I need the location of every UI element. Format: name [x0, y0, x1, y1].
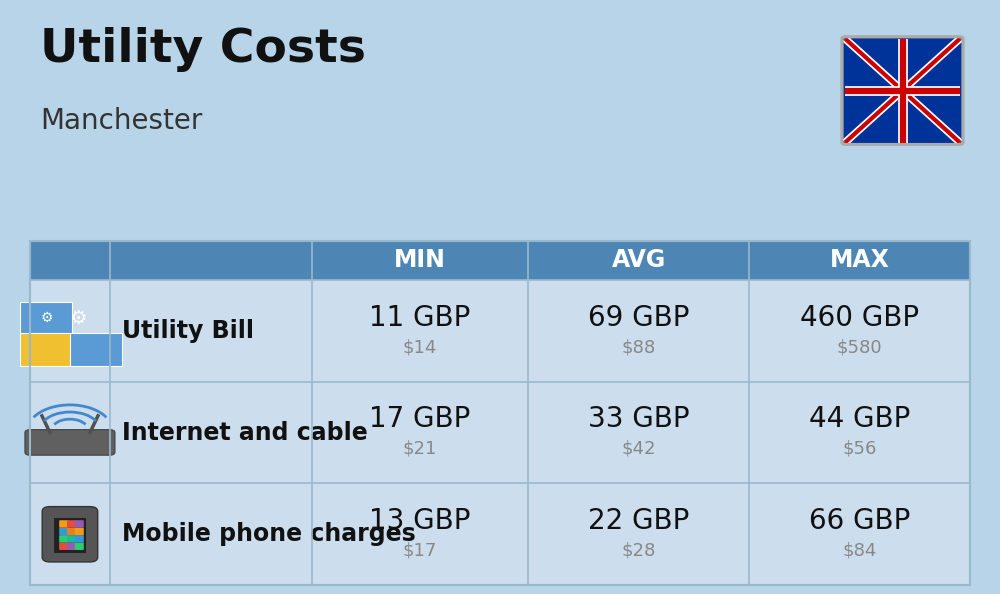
Text: Mobile phone charges: Mobile phone charges [122, 522, 416, 546]
FancyBboxPatch shape [67, 527, 76, 535]
Text: $56: $56 [842, 440, 877, 458]
Text: Utility Bill: Utility Bill [122, 319, 254, 343]
FancyBboxPatch shape [67, 535, 76, 542]
Text: 33 GBP: 33 GBP [588, 406, 689, 434]
Text: $88: $88 [622, 338, 656, 356]
FancyBboxPatch shape [70, 333, 122, 366]
Text: Utility Costs: Utility Costs [40, 27, 366, 72]
Text: $21: $21 [403, 440, 437, 458]
Text: 17 GBP: 17 GBP [369, 406, 471, 434]
Text: 13 GBP: 13 GBP [369, 507, 471, 535]
FancyBboxPatch shape [75, 527, 84, 535]
FancyBboxPatch shape [75, 535, 84, 542]
Text: $84: $84 [842, 542, 877, 560]
FancyBboxPatch shape [842, 37, 963, 144]
FancyBboxPatch shape [54, 517, 86, 553]
Text: ⚙: ⚙ [40, 311, 53, 324]
Bar [30, 241, 970, 280]
FancyBboxPatch shape [59, 527, 68, 535]
Text: 44 GBP: 44 GBP [809, 406, 910, 434]
FancyBboxPatch shape [25, 429, 115, 455]
Text: 22 GBP: 22 GBP [588, 507, 689, 535]
Text: 460 GBP: 460 GBP [800, 304, 919, 332]
Text: $17: $17 [403, 542, 437, 560]
Text: ⚙: ⚙ [69, 309, 87, 328]
FancyBboxPatch shape [59, 535, 68, 542]
Text: 11 GBP: 11 GBP [369, 304, 471, 332]
Bar [30, 241, 970, 585]
FancyBboxPatch shape [20, 302, 72, 337]
FancyBboxPatch shape [59, 542, 68, 550]
Text: $580: $580 [837, 338, 882, 356]
FancyBboxPatch shape [42, 507, 98, 562]
Bar [30, 241, 970, 585]
Text: Manchester: Manchester [40, 107, 202, 135]
FancyBboxPatch shape [75, 542, 84, 550]
Text: 66 GBP: 66 GBP [809, 507, 910, 535]
Text: 69 GBP: 69 GBP [588, 304, 689, 332]
Text: $14: $14 [403, 338, 437, 356]
FancyBboxPatch shape [75, 520, 84, 527]
FancyBboxPatch shape [67, 520, 76, 527]
Text: $42: $42 [621, 440, 656, 458]
Text: MAX: MAX [830, 248, 889, 273]
FancyBboxPatch shape [20, 333, 72, 366]
Text: $28: $28 [621, 542, 656, 560]
FancyBboxPatch shape [67, 542, 76, 550]
Text: MIN: MIN [394, 248, 446, 273]
Text: AVG: AVG [612, 248, 666, 273]
FancyBboxPatch shape [59, 520, 68, 527]
Text: Internet and cable: Internet and cable [122, 421, 368, 445]
